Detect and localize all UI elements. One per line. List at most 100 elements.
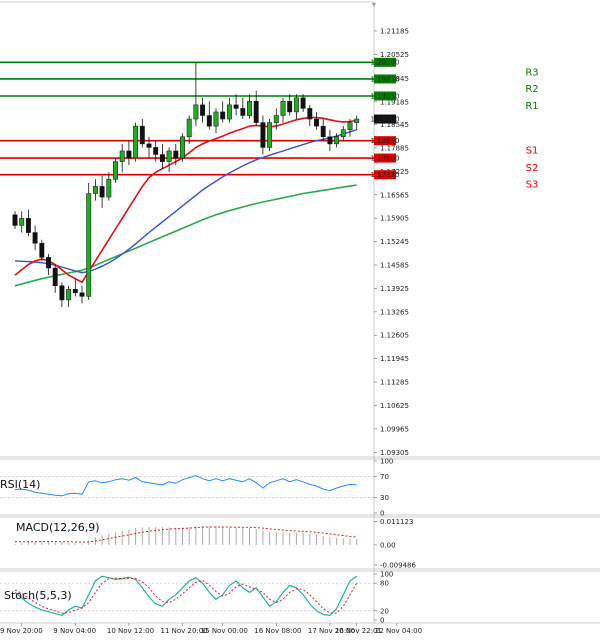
sub-tick-label: 80 [380,580,389,588]
macd-pane[interactable]: 0.011123 0.00 -0.009486 MACD(12,26,9) [14,518,416,569]
pivot-levels: R3 R2 R1 S1 S2 S3 [0,61,539,191]
candle [139,119,145,148]
sub-tick-label: 70 [380,473,389,481]
price-tick-label: 1.11285 [380,379,409,387]
candle [273,108,279,130]
candle-body-bear [146,143,152,148]
candle [153,140,159,162]
price-tick-label: 1.15905 [380,215,409,223]
candle-body-bull [280,101,286,116]
level-label-r3: R3 [525,67,538,78]
sub-tick-label: 0 [380,510,384,518]
ma-blue-line [14,129,357,274]
price-tick-label: 1.09965 [380,425,409,433]
candle [32,225,38,251]
candle [260,115,266,155]
candle [39,239,45,261]
candle-body-bull [119,150,125,162]
price-tick-label: 1.20525 [380,51,409,59]
candle [253,90,259,127]
sub-tick-label: 0.00 [380,541,396,549]
candle [12,211,18,229]
candle [233,94,239,116]
candle-body-bull [133,125,139,159]
candle-body-bull [166,150,172,162]
candle-body-bull [226,104,232,120]
candle [287,94,293,116]
candle [19,211,25,233]
candle-body-bear [260,122,266,148]
price-tick-label: 1.12605 [380,332,409,340]
candle [314,111,319,130]
candle-body-bull [267,122,273,148]
level-label-r2: R2 [525,84,538,95]
level-tag-text-r1: 1.19350 [371,92,400,100]
level-label-s2: S2 [526,163,539,174]
level-tag-text-r3: 1.20300 [371,59,400,67]
price-tick-label: 1.14585 [380,262,409,270]
candle [247,94,252,120]
time-tick-label: 20 Nov 22:01 [335,627,382,635]
price-tick-label: 1.21185 [380,27,409,35]
time-tick-label: 17 Nov 16:00 [308,627,355,635]
candle-body-bear [240,108,246,116]
time-tick-label: 9 Nov 20:00 [0,627,43,635]
candle-body-bull [213,111,219,127]
candle-body-bear [79,292,85,297]
candle [113,158,118,183]
candle-body-bear [72,289,78,294]
candles[interactable] [12,62,360,308]
stoch-main-line [14,575,358,617]
candle [59,282,65,308]
candle-body-bull [186,118,192,138]
level-label-r1: R1 [525,101,538,112]
candle-body-bull [113,161,118,180]
current-price-tag-bg [374,114,396,124]
price-tick-label: 1.13265 [380,308,409,316]
price-tick-label: 1.19185 [380,98,409,106]
candle-body-bear [46,257,51,269]
sub-tick-label: 100 [380,458,393,466]
level-tags: 1.20300 1.19830 1.19350 1.18090 1.17600 1.171… [371,57,400,180]
time-tick-label: 10 Nov 12:00 [107,627,154,635]
candle [46,253,51,276]
candle [72,278,78,297]
candle [340,126,346,141]
candle [52,264,58,293]
rsi-pane[interactable]: 100 70 30 0 RSI(14) [0,458,393,518]
current-price-tag-text: 1.18700 [371,115,400,123]
candle-body-bull [354,118,360,123]
ma-green-line [14,184,357,287]
time-tick-label: 15 Nov 00:00 [201,627,248,635]
moving-averages [14,116,357,287]
candle-body-bear [253,101,259,123]
candle-body-bull [106,179,112,198]
candle [119,143,125,173]
candle-body-bull [19,218,25,226]
stoch-signal-line [14,577,358,614]
stoch-title: Stoch(5,5,3) [4,589,72,602]
candle [334,133,340,148]
candle-body-bear [200,104,206,116]
candle [206,101,212,130]
candle [92,179,98,201]
level-label-s1: S1 [526,146,539,157]
candle [126,140,132,166]
level-tag-text-s3: 1.17130 [371,171,400,179]
candle [300,94,306,112]
candle [200,97,206,123]
candle [354,115,360,130]
time-tick-label: 9 Nov 04:00 [53,627,96,635]
candle-body-bear [139,125,145,145]
sub-tick-label: 0 [380,617,384,625]
level-tag-bg-r3 [374,57,396,67]
time-axis: 9 Nov 20:00 9 Nov 04:00 10 Nov 12:00 11 Nov… [0,623,422,635]
chart-shift-marker [372,3,376,7]
candle-body-bear [220,111,226,120]
candle-body-bear [153,147,159,155]
candle-body-bear [32,232,38,244]
rsi-title: RSI(14) [0,478,40,491]
rsi-line [14,475,357,497]
